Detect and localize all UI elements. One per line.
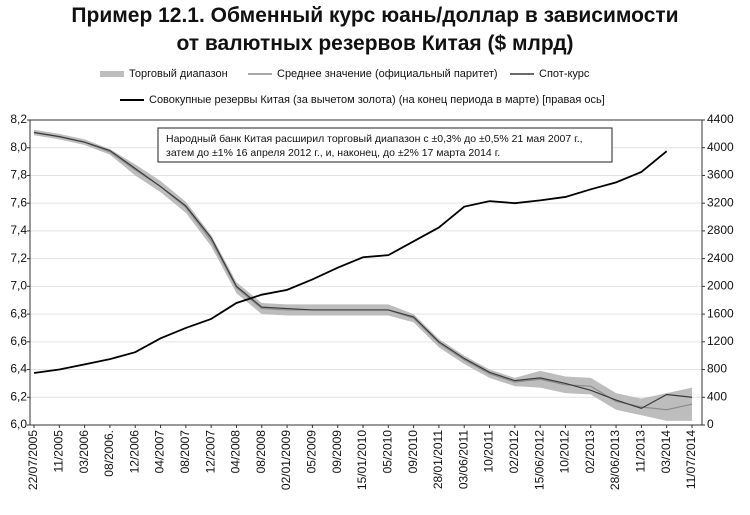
y2-tick-label: 1600 [707, 306, 734, 320]
x-tick-label: 09/2010 [406, 430, 420, 474]
y-tick-label: 6,8 [10, 306, 27, 320]
y2-tick-label: 3600 [707, 168, 734, 182]
chart-title: от валютных резервов Китая ($ млрд) [176, 32, 573, 55]
x-tick-label: 08/2008 [254, 430, 268, 474]
x-tick-label: 04/2008 [229, 430, 243, 474]
annotation-box [157, 127, 613, 163]
x-tick-label: 08/2006. [102, 430, 116, 477]
y-tick-label: 7,0 [10, 279, 27, 293]
legend-label: Спот-курс [539, 68, 590, 80]
y2-tick-label: 1200 [707, 334, 734, 348]
y2-tick-label: 2000 [707, 279, 734, 293]
x-tick-label: 12/2007 [203, 430, 217, 474]
x-tick-label: 28/01/2011 [431, 430, 445, 489]
x-tick-label: 15/01/2010 [355, 430, 369, 490]
x-tick-label: 02/2012 [507, 430, 521, 474]
series-line [33, 131, 693, 411]
y2-tick-label: 800 [707, 362, 727, 376]
x-tick-label: 04/2007 [153, 430, 167, 474]
x-tick-label: 11/2005 [51, 430, 65, 473]
y2-tick-label: 4000 [707, 140, 734, 154]
y-tick-label: 7,2 [10, 251, 27, 265]
y-tick-label: 6,2 [10, 389, 27, 403]
series-line [33, 150, 668, 374]
x-tick-label: 10/2011 [482, 430, 496, 473]
x-tick-label: 02/2013 [583, 430, 597, 474]
x-tick-label: 11/2013 [634, 430, 648, 473]
y2-tick-label: 0 [707, 417, 714, 431]
y2-tick-label: 400 [707, 389, 727, 403]
y-tick-label: 7,8 [10, 168, 27, 182]
x-tick-label: 03/2014 [659, 430, 673, 474]
chart-title: Пример 12.1. Обменный курс юань/доллар в… [71, 4, 678, 27]
y-tick-label: 6,4 [10, 362, 27, 376]
y-tick-label: 7,4 [10, 223, 27, 237]
y2-tick-label: 2800 [707, 223, 734, 237]
x-tick-label: 02/01/2009 [279, 430, 293, 490]
x-tick-label: 09/2009 [330, 430, 344, 474]
series-line [33, 131, 693, 410]
x-tick-label: 12/2006 [127, 430, 141, 474]
y-tick-label: 6,0 [10, 417, 27, 431]
y-tick-label: 8,2 [10, 112, 27, 126]
y2-tick-label: 3200 [707, 195, 734, 209]
plot-frame [29, 119, 703, 426]
x-tick-label: 03/06/2011 [456, 430, 470, 489]
trading-range [34, 129, 692, 421]
y-tick-label: 6,6 [10, 334, 27, 348]
x-tick-label: 05/2009 [305, 430, 319, 474]
legend-label: Среднее значение (официальный паритет) [277, 68, 498, 80]
x-tick-label: 05/2010 [380, 430, 394, 474]
annotation: затем до ±1% 16 апреля 2012 г., и, након… [166, 147, 500, 159]
x-tick-label: 22/07/2005 [26, 430, 40, 490]
y-tick-label: 7,6 [10, 195, 27, 209]
x-tick-label: 28/06/2013 [608, 430, 622, 490]
y2-tick-label: 4400 [707, 112, 734, 126]
annotation: Народный банк Китая расширил торговый ди… [166, 133, 583, 145]
x-tick-label: 11/07/2014 [684, 430, 698, 489]
x-tick-label: 15/06/2012 [532, 430, 546, 490]
x-tick-label: 08/2007 [178, 430, 192, 474]
y-tick-label: 8,0 [10, 140, 27, 154]
legend-label: Торговый диапазон [129, 68, 228, 80]
x-tick-label: 03/2006 [77, 430, 91, 474]
legend-label: Совокупные резервы Китая (за вычетом зол… [149, 94, 605, 106]
x-tick-label: 10/2012 [558, 430, 572, 474]
y2-tick-label: 2400 [707, 251, 734, 265]
